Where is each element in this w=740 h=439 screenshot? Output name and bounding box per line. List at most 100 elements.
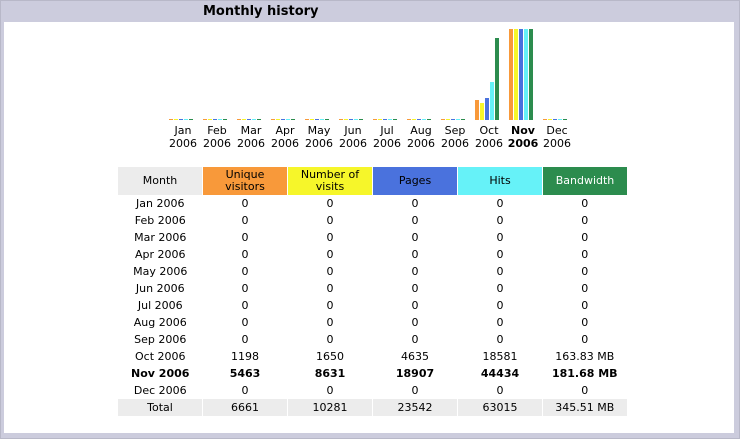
cell-visits: 0: [326, 197, 334, 210]
bar-pages-sep-2006: [451, 119, 455, 120]
x-tick-year: 2006: [507, 137, 539, 150]
bar-visits-apr-2006: [276, 119, 280, 120]
bar-pages-jun-2006: [349, 119, 353, 120]
cell-pages: 0: [411, 384, 419, 397]
monthly-history-chart: [169, 29, 567, 120]
table-row: Jun 2006 0 0 0 0 0: [118, 280, 627, 297]
x-tick-label: Apr 2006: [268, 124, 302, 150]
cell-visitors: 0: [241, 282, 249, 295]
x-tick-month: Feb: [207, 124, 227, 137]
cell-bandwidth: 0: [581, 299, 589, 312]
cell-visits: 0: [326, 248, 334, 261]
bar-hits-sep-2006: [456, 119, 460, 120]
x-tick-month: May: [307, 124, 331, 137]
cell-hits: 0: [496, 214, 504, 227]
bar-visitors-jul-2006: [373, 119, 377, 120]
table-row: Mar 2006 0 0 0 0 0: [118, 229, 627, 246]
x-tick-month: Aug: [410, 124, 432, 137]
bar-visits-aug-2006: [412, 119, 416, 120]
x-tick-label: Dec 2006: [540, 124, 574, 150]
cell-month: Jul 2006: [137, 299, 183, 312]
cell-visits: 0: [326, 214, 334, 227]
cell-visitors: 0: [241, 333, 249, 346]
cell-visits: 8631: [314, 367, 346, 380]
header-pages: Pages: [372, 167, 458, 195]
x-tick-month: Jul: [380, 124, 394, 137]
bar-visits-oct-2006: [480, 103, 484, 120]
bar-hits-oct-2006: [490, 82, 494, 120]
cell-pages: 0: [411, 299, 419, 312]
header-month: Month: [118, 167, 203, 195]
cell-month: Apr 2006: [134, 248, 186, 261]
cell-pages: 0: [411, 282, 419, 295]
bar-hits-aug-2006: [422, 119, 426, 120]
bar-pages-aug-2006: [417, 119, 421, 120]
bar-pages-mar-2006: [247, 119, 251, 120]
cell-month: Aug 2006: [133, 316, 187, 329]
total-bandwidth: 345.51 MB: [542, 399, 628, 416]
bar-pages-dec-2006: [553, 119, 557, 120]
x-tick-month: Mar: [240, 124, 262, 137]
cell-pages: 18907: [395, 367, 435, 380]
bar-visits-nov-2006: [514, 29, 518, 120]
table-row: Jul 2006 0 0 0 0 0: [118, 297, 627, 314]
x-tick-year: 2006: [475, 137, 503, 150]
x-tick-year: 2006: [169, 137, 197, 150]
cell-hits: 0: [496, 282, 504, 295]
x-tick-label: Feb 2006: [200, 124, 234, 150]
cell-visitors: 0: [241, 248, 249, 261]
cell-bandwidth: 163.83 MB: [555, 350, 615, 363]
table-row: May 2006 0 0 0 0 0: [118, 263, 627, 280]
x-tick-month: Sep: [444, 124, 466, 137]
table-row: Oct 2006 1198 1650 4635 18581 163.83 MB: [118, 348, 627, 365]
x-tick-year: 2006: [237, 137, 265, 150]
bar-visitors-aug-2006: [407, 119, 411, 120]
cell-bandwidth: 0: [581, 316, 589, 329]
bar-pages-oct-2006: [485, 98, 489, 120]
bar-bandwidth-jun-2006: [359, 119, 363, 120]
header-number-of-visits: Number of visits: [287, 167, 373, 195]
x-tick-label: May 2006: [302, 124, 336, 150]
cell-visits: 0: [326, 316, 334, 329]
table-row: Apr 2006 0 0 0 0 0: [118, 246, 627, 263]
cell-month: Jan 2006: [136, 197, 185, 210]
cell-hits: 0: [496, 299, 504, 312]
cell-hits: 0: [496, 248, 504, 261]
x-tick-label: Jun 2006: [336, 124, 370, 150]
cell-month: Nov 2006: [131, 367, 190, 380]
x-tick-year: 2006: [441, 137, 469, 150]
total-visits: 10281: [287, 399, 373, 416]
x-tick-label: Sep 2006: [438, 124, 472, 150]
header-bandwidth: Bandwidth: [542, 167, 627, 195]
cell-visitors: 0: [241, 231, 249, 244]
cell-month: May 2006: [133, 265, 188, 278]
cell-hits: 0: [496, 384, 504, 397]
section-title-bar: Monthly history: [1, 1, 739, 22]
header-unique-visitors: Unique visitors: [202, 167, 288, 195]
bar-visitors-sep-2006: [441, 119, 445, 120]
x-tick-month: Oct: [479, 124, 499, 137]
x-tick-year: 2006: [373, 137, 401, 150]
bar-hits-dec-2006: [558, 119, 562, 120]
x-tick-month: Dec: [546, 124, 568, 137]
x-tick-year: 2006: [543, 137, 571, 150]
cell-pages: 0: [411, 265, 419, 278]
cell-hits: 0: [496, 265, 504, 278]
cell-month: Mar 2006: [134, 231, 187, 244]
header-number-of-visits-line1: Number of: [300, 168, 360, 181]
bar-bandwidth-apr-2006: [291, 119, 295, 120]
cell-bandwidth: 0: [581, 265, 589, 278]
cell-visitors: 0: [241, 197, 249, 210]
bar-visits-mar-2006: [242, 119, 246, 120]
bar-hits-mar-2006: [252, 119, 256, 120]
cell-pages: 0: [411, 231, 419, 244]
cell-visitors: 0: [241, 384, 249, 397]
table-row: Nov 2006 5463 8631 18907 44434 181.68 MB: [118, 365, 627, 382]
cell-visitors: 1198: [231, 350, 259, 363]
bar-pages-may-2006: [315, 119, 319, 120]
cell-bandwidth: 0: [581, 282, 589, 295]
cell-hits: 18581: [482, 350, 518, 363]
cell-visitors: 5463: [229, 367, 261, 380]
cell-hits: 44434: [480, 367, 520, 380]
